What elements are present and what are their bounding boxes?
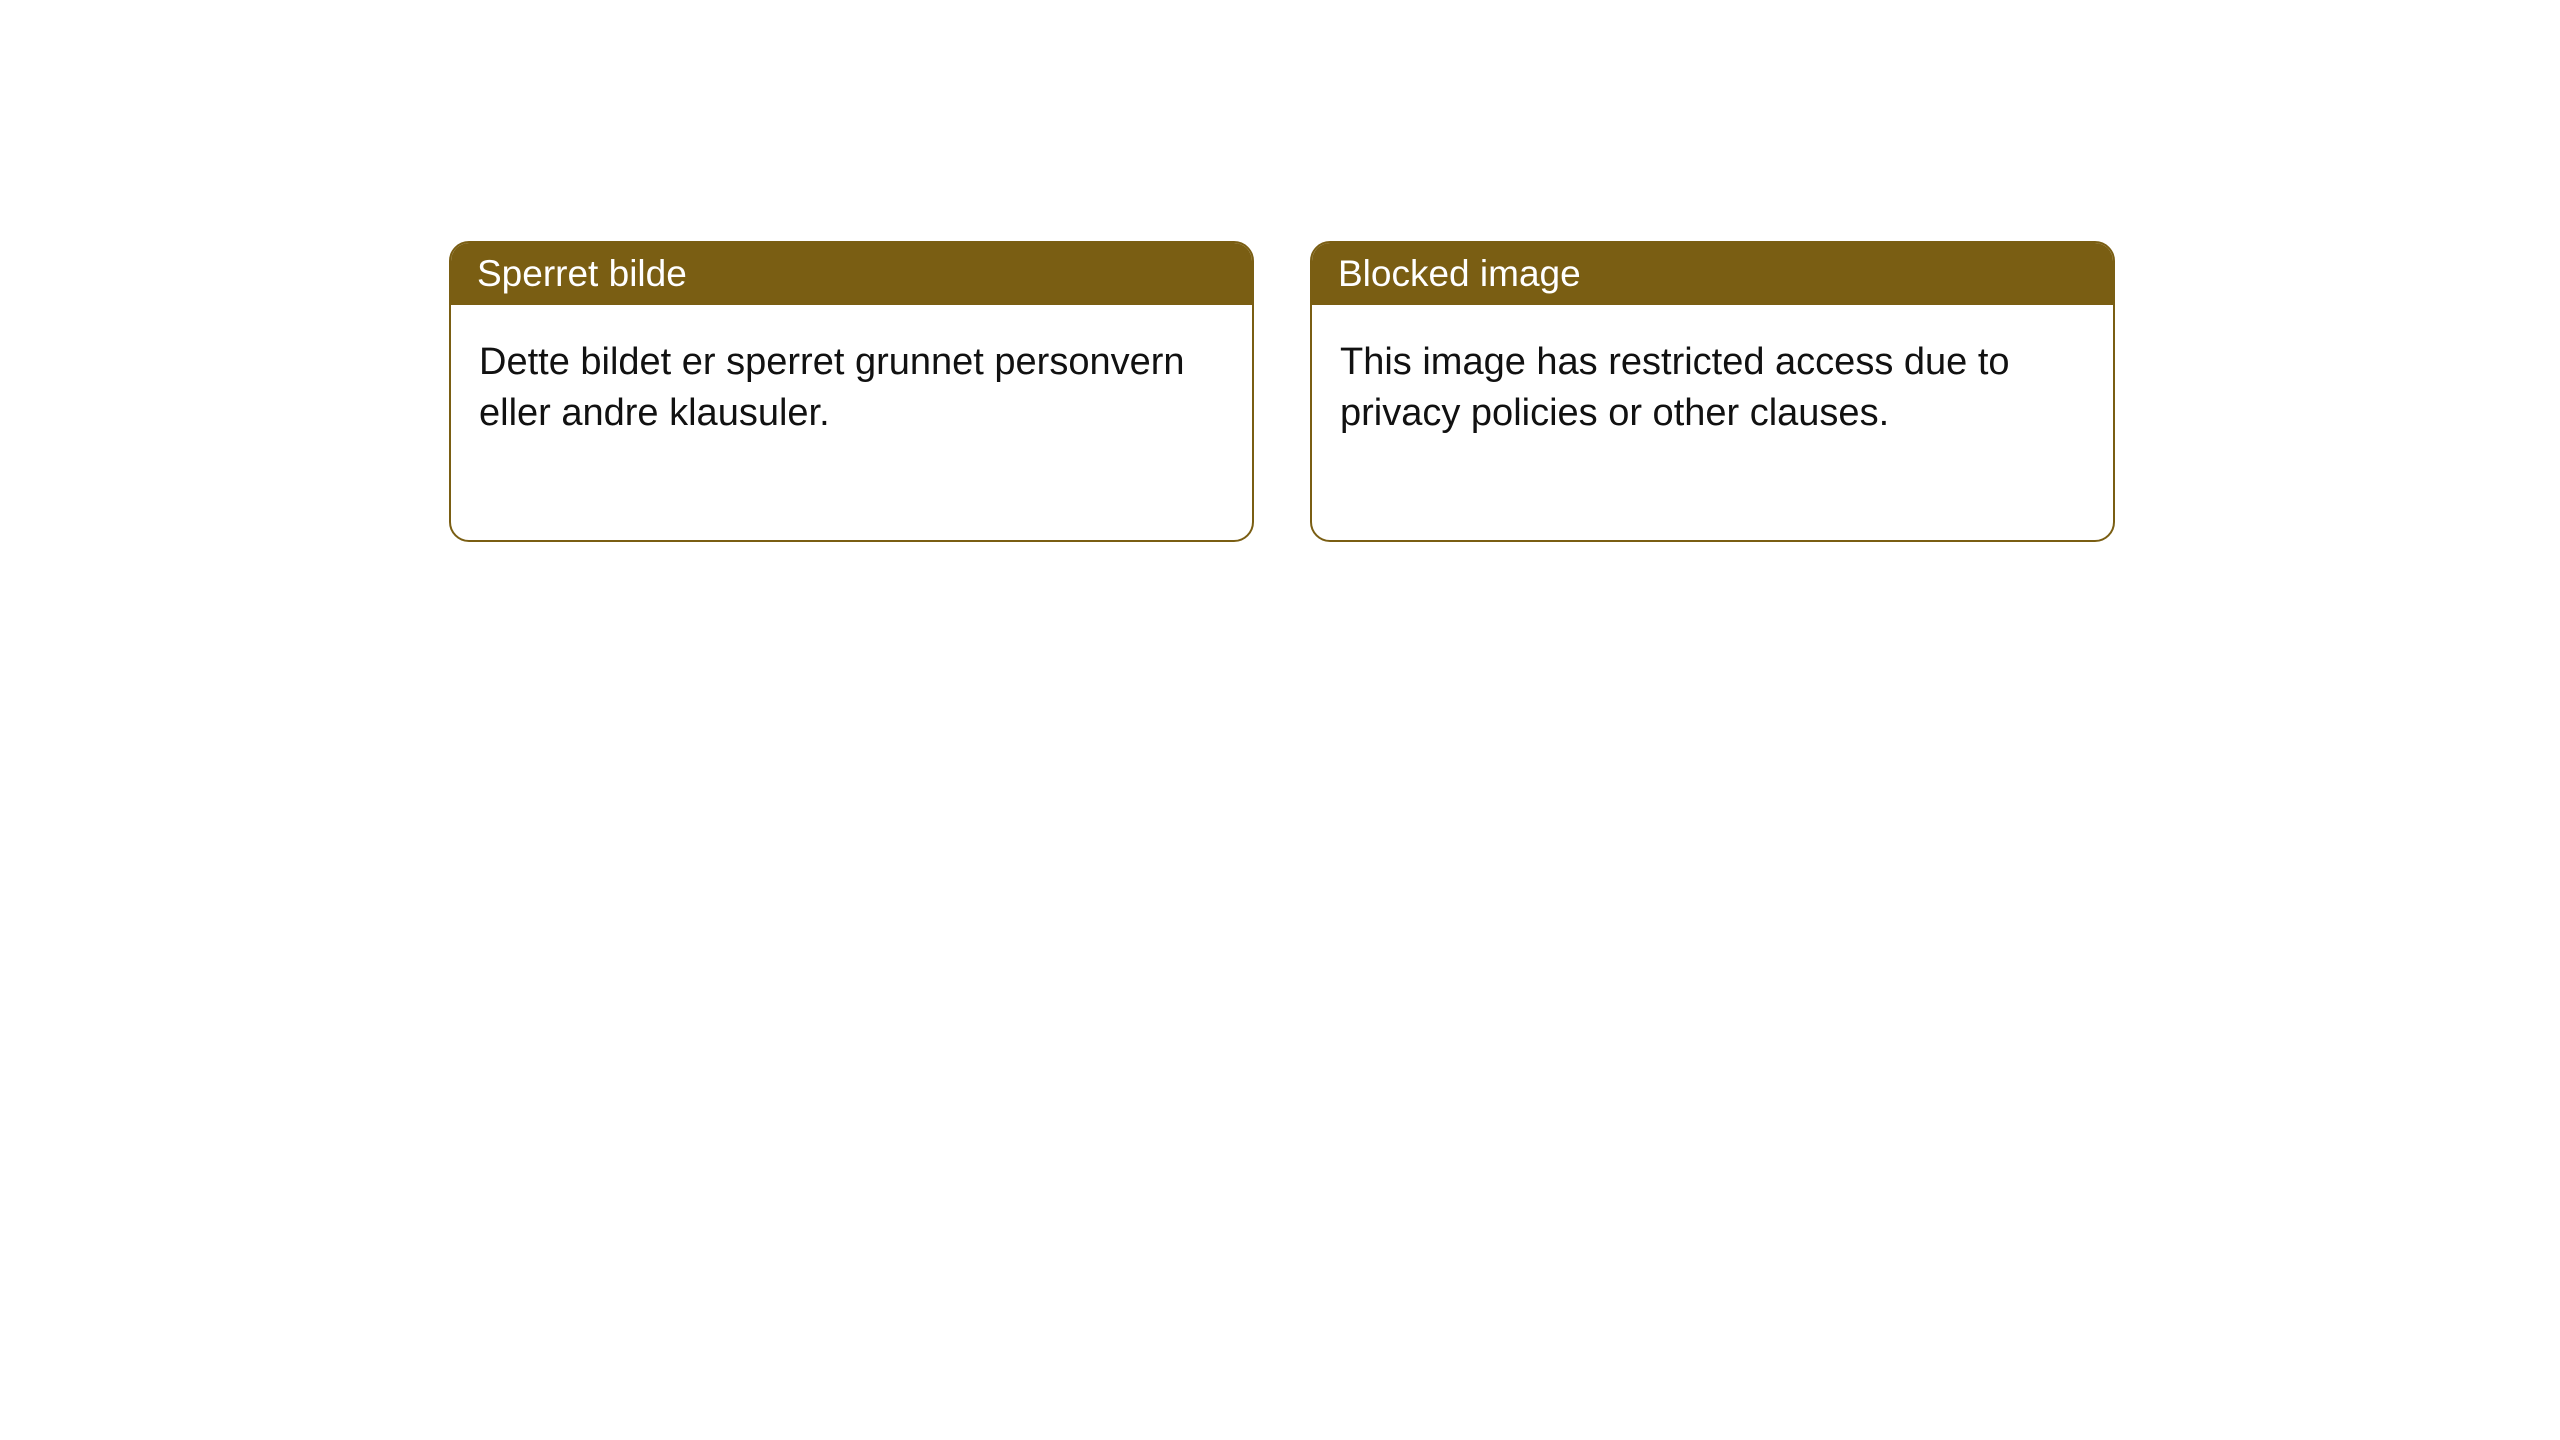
notice-title: Blocked image <box>1338 253 1581 294</box>
notice-card-header: Sperret bilde <box>451 243 1252 305</box>
notice-card-header: Blocked image <box>1312 243 2113 305</box>
notice-title: Sperret bilde <box>477 253 687 294</box>
notice-card-norwegian: Sperret bilde Dette bildet er sperret gr… <box>449 241 1254 542</box>
notice-container: Sperret bilde Dette bildet er sperret gr… <box>449 241 2115 542</box>
notice-body-text: Dette bildet er sperret grunnet personve… <box>479 341 1185 434</box>
notice-card-english: Blocked image This image has restricted … <box>1310 241 2115 542</box>
notice-card-body: Dette bildet er sperret grunnet personve… <box>451 305 1252 540</box>
notice-card-body: This image has restricted access due to … <box>1312 305 2113 540</box>
notice-body-text: This image has restricted access due to … <box>1340 341 2010 434</box>
